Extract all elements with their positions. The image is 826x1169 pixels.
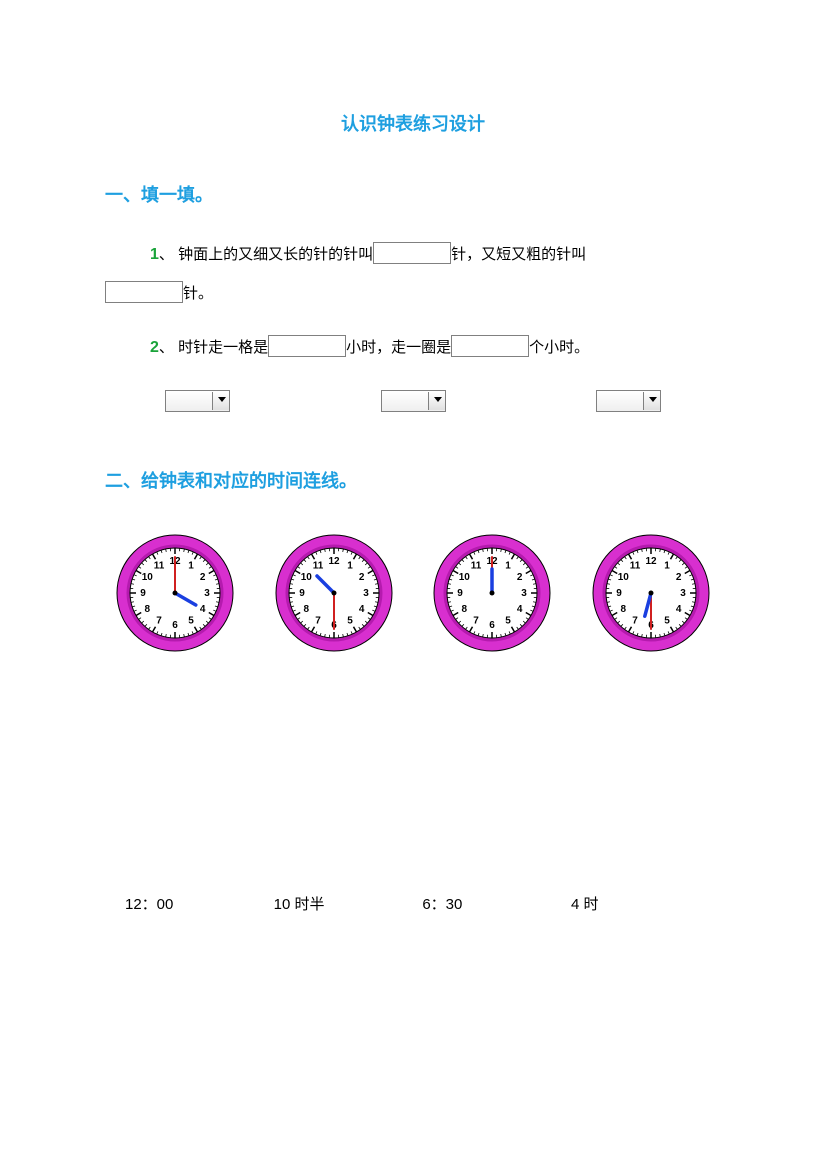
question-1: 1、 钟面上的又细又长的针的针叫 针，又短又粗的针叫 (150, 237, 721, 272)
svg-text:11: 11 (471, 561, 482, 572)
question-2: 2、 时针走一格是 小时，走一圈是 个小时。 (150, 330, 721, 365)
q1-text-b: 针，又短又粗的针叫 (451, 246, 586, 263)
times-row: 12：00 10 时半 6：30 4 时 (105, 893, 721, 914)
dropdown-1[interactable] (165, 390, 230, 412)
q1-punct: 、 (159, 246, 174, 263)
svg-text:8: 8 (303, 604, 309, 615)
svg-text:3: 3 (204, 588, 210, 599)
svg-text:7: 7 (632, 616, 638, 627)
q2-punct: 、 (159, 339, 174, 356)
svg-text:11: 11 (154, 561, 165, 572)
q1-text-a: 钟面上的又细又长的针的针叫 (178, 246, 373, 263)
svg-text:4: 4 (517, 604, 523, 615)
question-1-cont: 针。 (105, 277, 721, 310)
clocks-row: 1234567891011121234567891011121234567891… (105, 533, 721, 653)
clock-1: 123456789101112 (110, 533, 240, 653)
chevron-down-icon (434, 397, 442, 402)
clock-3: 123456789101112 (427, 533, 557, 653)
svg-text:12: 12 (328, 556, 340, 567)
svg-text:5: 5 (506, 616, 512, 627)
svg-text:4: 4 (200, 604, 206, 615)
dropdown-2[interactable] (381, 390, 446, 412)
svg-text:11: 11 (312, 561, 323, 572)
svg-text:7: 7 (156, 616, 162, 627)
svg-text:10: 10 (459, 572, 471, 583)
svg-text:2: 2 (676, 572, 682, 583)
svg-text:4: 4 (676, 604, 682, 615)
q2-number: 2 (150, 339, 159, 356)
svg-text:2: 2 (517, 572, 523, 583)
svg-text:8: 8 (145, 604, 151, 615)
svg-text:10: 10 (618, 572, 630, 583)
svg-text:6: 6 (490, 620, 496, 631)
svg-text:5: 5 (188, 616, 194, 627)
q2-text-a: 时针走一格是 (178, 339, 268, 356)
page-title: 认识钟表练习设计 (105, 110, 721, 136)
svg-text:9: 9 (616, 588, 622, 599)
svg-text:3: 3 (363, 588, 369, 599)
time-label-2: 10 时半 (274, 893, 404, 914)
svg-text:7: 7 (474, 616, 480, 627)
svg-text:9: 9 (458, 588, 464, 599)
q2-text-b: 小时，走一圈是 (346, 339, 451, 356)
svg-text:1: 1 (347, 561, 353, 572)
q2-blank-1[interactable] (268, 335, 346, 357)
clock-2: 123456789101112 (269, 533, 399, 653)
dropdown-3[interactable] (596, 390, 661, 412)
chevron-down-icon (649, 397, 657, 402)
svg-text:1: 1 (506, 561, 512, 572)
svg-text:8: 8 (462, 604, 468, 615)
clock-4: 123456789101112 (586, 533, 716, 653)
section-1-heading: 一、填一填。 (105, 181, 721, 207)
q1-text-c: 针。 (183, 285, 213, 302)
svg-text:7: 7 (315, 616, 321, 627)
section-2-heading: 二、给钟表和对应的时间连线。 (105, 467, 721, 493)
q2-blank-2[interactable] (451, 335, 529, 357)
time-label-3: 6：30 (422, 893, 552, 914)
dropdown-row (165, 390, 661, 412)
svg-text:3: 3 (680, 588, 686, 599)
q1-number: 1 (150, 246, 159, 263)
svg-text:5: 5 (347, 616, 353, 627)
svg-text:10: 10 (142, 572, 154, 583)
time-label-1: 12：00 (125, 893, 255, 914)
svg-text:5: 5 (664, 616, 670, 627)
q1-blank-1[interactable] (373, 242, 451, 264)
svg-text:9: 9 (140, 588, 146, 599)
svg-text:3: 3 (522, 588, 528, 599)
svg-text:9: 9 (299, 588, 305, 599)
svg-text:4: 4 (359, 604, 365, 615)
svg-text:1: 1 (188, 561, 194, 572)
svg-text:11: 11 (630, 561, 641, 572)
svg-text:1: 1 (664, 561, 670, 572)
svg-text:12: 12 (645, 556, 657, 567)
svg-text:8: 8 (620, 604, 626, 615)
svg-text:2: 2 (200, 572, 206, 583)
time-label-4: 4 时 (571, 893, 701, 914)
q2-text-c: 个小时。 (529, 339, 589, 356)
svg-text:10: 10 (300, 572, 312, 583)
svg-text:6: 6 (172, 620, 178, 631)
q1-blank-2[interactable] (105, 281, 183, 303)
svg-text:2: 2 (359, 572, 365, 583)
chevron-down-icon (218, 397, 226, 402)
